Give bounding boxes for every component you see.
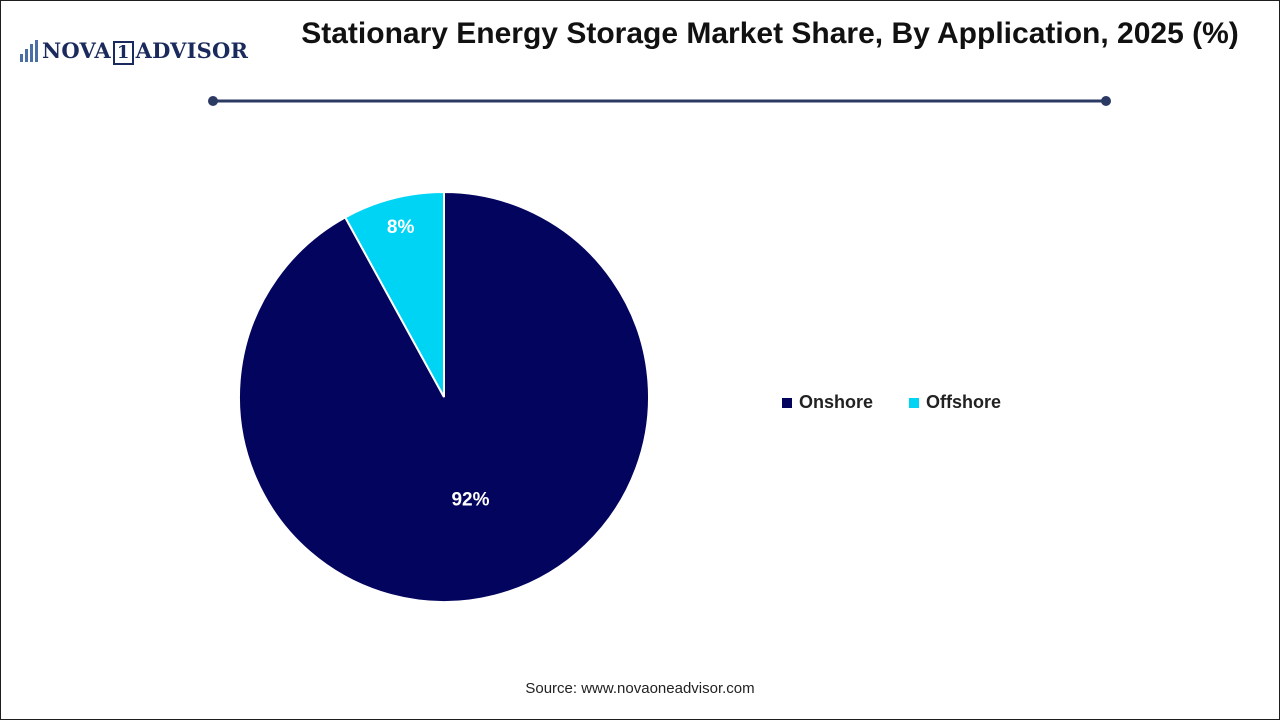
data-label-offshore: 8% — [387, 217, 415, 238]
pie-slice-offshore — [343, 190, 445, 398]
legend-item-onshore: Onshore — [782, 392, 873, 413]
brand-logo: NOVA 1 ADVISOR — [20, 34, 248, 68]
source-note: Source: www.novaoneadvisor.com — [525, 680, 755, 697]
logo-text: NOVA 1 ADVISOR — [42, 37, 249, 65]
legend-item-offshore: Offshore — [909, 392, 1001, 413]
legend-label-offshore: Offshore — [926, 392, 1002, 412]
legend-label-onshore: Onshore — [799, 392, 874, 412]
legend-swatch-offshore — [909, 397, 920, 408]
chart-legend: Onshore Offshore — [782, 392, 1037, 413]
legend-swatch-onshore — [782, 397, 792, 408]
chart-title: Stationary Energy Storage Market Share, … — [301, 17, 1239, 50]
bar-chart-logo-icon — [20, 40, 38, 62]
data-label-onshore: 92% — [451, 489, 489, 510]
